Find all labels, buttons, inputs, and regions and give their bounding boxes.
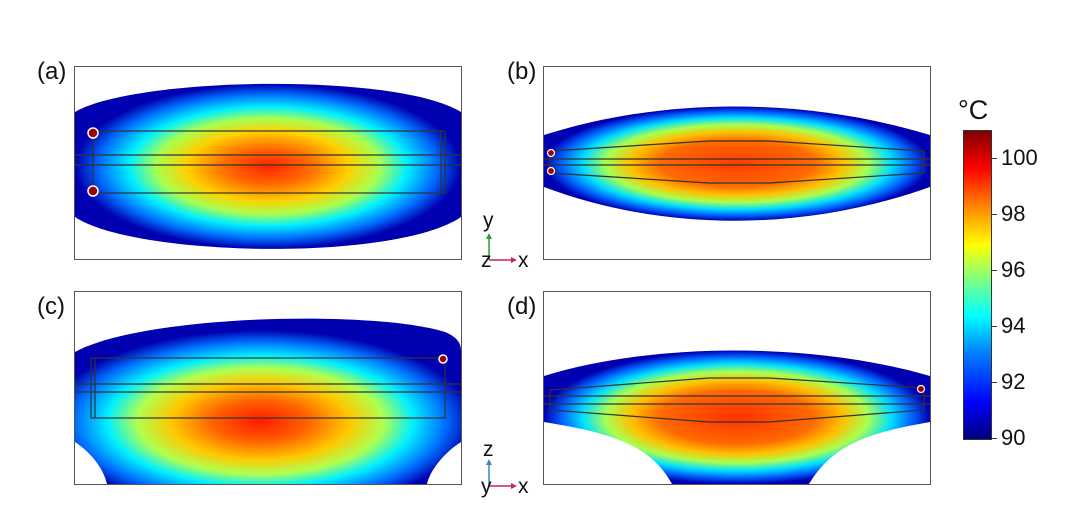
colorbar-tick-label: 94 xyxy=(1001,313,1026,338)
heatmap-a xyxy=(75,83,461,249)
colorbar xyxy=(963,130,992,440)
heater-outline-b xyxy=(544,140,930,184)
colorbar-tick-label: 96 xyxy=(1001,257,1026,282)
temperature-field-d xyxy=(544,350,930,484)
heatmap-b xyxy=(544,106,930,221)
triad-top-up-arrowhead xyxy=(486,233,492,239)
colorbar-tick-mark xyxy=(991,326,997,327)
panel-d xyxy=(543,291,931,485)
heater-outline-d xyxy=(544,377,930,423)
hot-spot-b1 xyxy=(546,148,556,158)
triad-bottom xyxy=(486,459,517,489)
panel-label-b: (b) xyxy=(507,58,537,85)
triad-top-right-arrowhead xyxy=(511,257,517,263)
triad-bottom-out-label: y xyxy=(481,475,492,498)
colorbar-tick-label: 90 xyxy=(1001,425,1026,450)
colorbar-tick-label: 92 xyxy=(1001,369,1026,394)
temperature-field-a xyxy=(75,83,461,249)
panel-label-d: (d) xyxy=(507,293,537,320)
triad-top xyxy=(486,233,517,263)
panel-label-a: (a) xyxy=(37,58,67,85)
triad-top-out-label: z xyxy=(481,249,492,272)
colorbar-tick-mark xyxy=(991,382,997,383)
temperature-field-b xyxy=(544,106,930,221)
hot-spot-a1 xyxy=(87,127,99,139)
colorbar-tick-mark xyxy=(991,270,997,271)
panel-c xyxy=(74,291,462,485)
triad-bottom-right-arrowhead xyxy=(511,483,517,489)
triad-bottom-up-label: z xyxy=(483,438,494,461)
hot-spot-a2 xyxy=(87,185,99,197)
colorbar-tick-mark xyxy=(991,158,997,159)
panel-b xyxy=(543,66,931,260)
hot-spot-d1 xyxy=(916,384,926,394)
colorbar-unit: °C xyxy=(958,95,989,125)
colorbar-tick-label: 98 xyxy=(1001,201,1026,226)
triad-bottom-right-label: x xyxy=(518,475,529,498)
triad-top-right-label: x xyxy=(518,249,529,272)
hot-spot-b2 xyxy=(546,166,556,176)
panel-label-c: (c) xyxy=(37,293,65,320)
panel-a xyxy=(74,66,462,260)
colorbar-tick-label: 100 xyxy=(1001,145,1038,170)
heatmap-d xyxy=(544,350,930,484)
hot-spot-c1 xyxy=(438,354,448,364)
colorbar-tick-mark xyxy=(991,214,997,215)
temperature-field-c xyxy=(75,318,461,484)
triad-bottom-up-arrowhead xyxy=(486,459,492,465)
colorbar-tick-mark xyxy=(991,438,997,439)
triad-top-up-label: y xyxy=(483,209,494,232)
heater-outline-c xyxy=(75,357,461,419)
heatmap-c xyxy=(75,318,461,484)
heater-outline-a xyxy=(75,130,461,194)
